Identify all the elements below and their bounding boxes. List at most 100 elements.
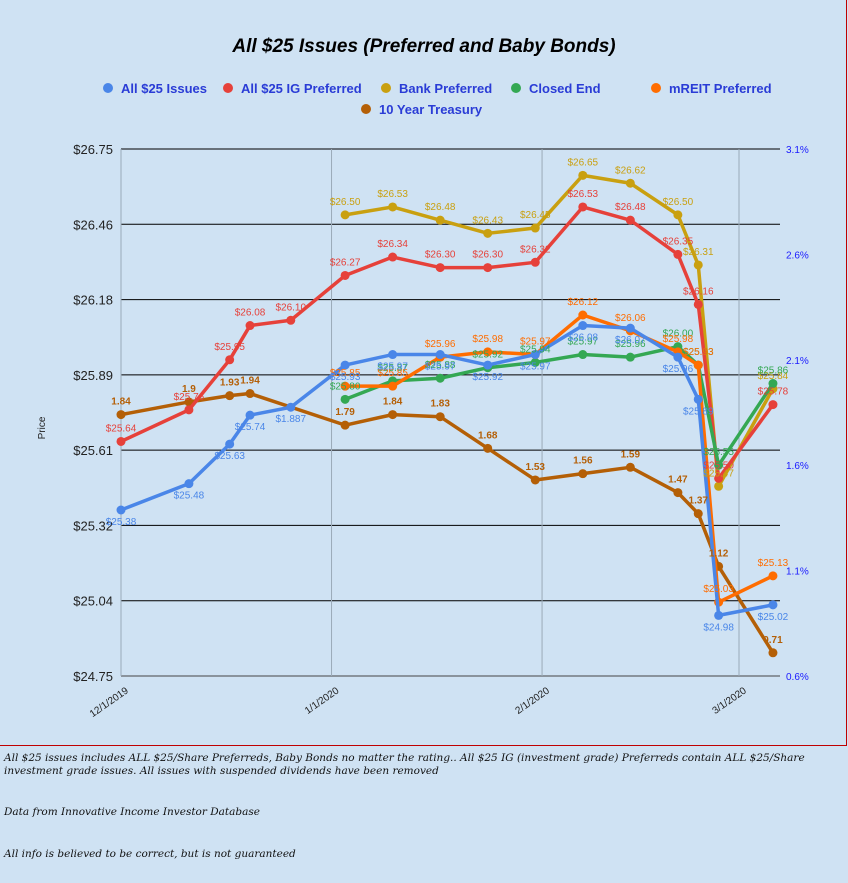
data-label: $26.53 (377, 189, 408, 200)
data-label: 1.68 (478, 430, 498, 441)
data-label: $25.74 (235, 422, 266, 433)
legend-label: 10 Year Treasury (379, 102, 483, 117)
data-point (714, 610, 724, 620)
data-point (483, 360, 493, 370)
y-tick-label: $26.75 (73, 142, 113, 157)
data-point (435, 350, 445, 360)
data-point (340, 381, 350, 391)
data-label: $26.08 (235, 308, 266, 319)
data-label: $25.92 (472, 372, 503, 383)
data-point (286, 402, 296, 412)
data-point (768, 379, 778, 389)
data-point (768, 400, 778, 410)
data-point (388, 350, 398, 360)
data-point (245, 389, 255, 399)
data-label: $26.10 (275, 302, 306, 313)
footnote-disclaimer: All info is believed to be correct, but … (4, 848, 296, 860)
y2-tick-label: 1.1% (786, 567, 809, 578)
y2-tick-label: 0.6% (786, 672, 809, 683)
data-point (483, 263, 493, 273)
data-label: $25.97 (568, 337, 599, 348)
data-point (578, 321, 588, 331)
data-point (693, 509, 703, 519)
data-label: 1.47 (668, 475, 688, 486)
legend-label: Closed End (529, 81, 601, 96)
data-point (483, 228, 493, 238)
y2-tick-label: 1.6% (786, 461, 809, 472)
data-point (625, 352, 635, 362)
y-tick-label: $25.89 (73, 368, 113, 383)
data-label: 1.84 (383, 397, 403, 408)
data-point (184, 405, 194, 415)
data-label: $26.45 (520, 210, 551, 221)
data-point (245, 321, 255, 331)
data-label: $26.30 (425, 250, 456, 261)
data-label: 0.71 (763, 635, 783, 646)
data-point (388, 252, 398, 262)
legend-marker (361, 104, 371, 114)
data-label: $25.13 (758, 558, 789, 569)
data-point (340, 210, 350, 220)
y-tick-label: $26.18 (73, 293, 113, 308)
data-label: $25.92 (472, 350, 503, 361)
data-label: $25.97 (377, 362, 408, 373)
legend-marker (651, 83, 661, 93)
data-label: $26.27 (330, 257, 361, 268)
data-label: $25.96 (615, 339, 646, 350)
data-point (578, 310, 588, 320)
data-label: 1.37 (689, 496, 709, 507)
legend-label: Bank Preferred (399, 81, 492, 96)
data-point (673, 210, 683, 220)
data-label: 1.79 (335, 407, 355, 418)
chart-frame (0, 0, 847, 746)
footnote-source: Data from Innovative Income Investor Dat… (4, 806, 260, 818)
data-label: $25.96 (425, 339, 456, 350)
footnote-scope: All $25 issues includes ALL $25/Share Pr… (4, 752, 805, 777)
data-label: $25.97 (425, 362, 456, 373)
data-point (768, 648, 778, 658)
data-point (388, 410, 398, 420)
data-label: $26.31 (683, 247, 714, 258)
x-tick-label: 3/1/2020 (711, 685, 750, 717)
y2-tick-label: 2.6% (786, 250, 809, 261)
data-label: $26.62 (615, 165, 646, 176)
data-point (714, 473, 724, 483)
data-point (578, 350, 588, 360)
data-label: $25.55 (703, 447, 734, 458)
y2-tick-label: 2.1% (786, 356, 809, 367)
data-point (225, 439, 235, 449)
data-label: $25.02 (758, 612, 789, 623)
data-label: $25.63 (214, 451, 245, 462)
data-point (625, 215, 635, 225)
data-label: 1.83 (430, 399, 450, 410)
data-point (116, 410, 126, 420)
series-line (344, 173, 775, 489)
data-label: 1.94 (240, 376, 260, 387)
data-point (388, 381, 398, 391)
data-point (435, 412, 445, 422)
data-point (435, 215, 445, 225)
data-point (340, 360, 350, 370)
data-label: $25.88 (425, 360, 456, 371)
data-label: $25.97 (520, 337, 551, 348)
data-label: 1.12 (709, 548, 729, 559)
data-label: $25.95 (214, 342, 245, 353)
data-point (714, 481, 724, 491)
data-label: $25.80 (330, 381, 361, 392)
data-label: $26.00 (663, 329, 694, 340)
y-tick-label: $25.04 (73, 594, 113, 609)
data-label: $26.30 (472, 250, 503, 261)
data-point (530, 350, 540, 360)
data-label: $26.06 (615, 313, 646, 324)
data-label: $25.97 (520, 362, 551, 373)
data-point (673, 488, 683, 498)
data-label: $25.84 (758, 371, 789, 382)
data-point (693, 299, 703, 309)
data-point (530, 475, 540, 485)
data-label: $26.50 (663, 197, 694, 208)
data-point (768, 600, 778, 610)
data-label: $26.32 (520, 244, 551, 255)
x-tick-label: 1/1/2020 (303, 685, 342, 717)
data-label: 1.9 (182, 384, 196, 395)
data-point (184, 479, 194, 489)
